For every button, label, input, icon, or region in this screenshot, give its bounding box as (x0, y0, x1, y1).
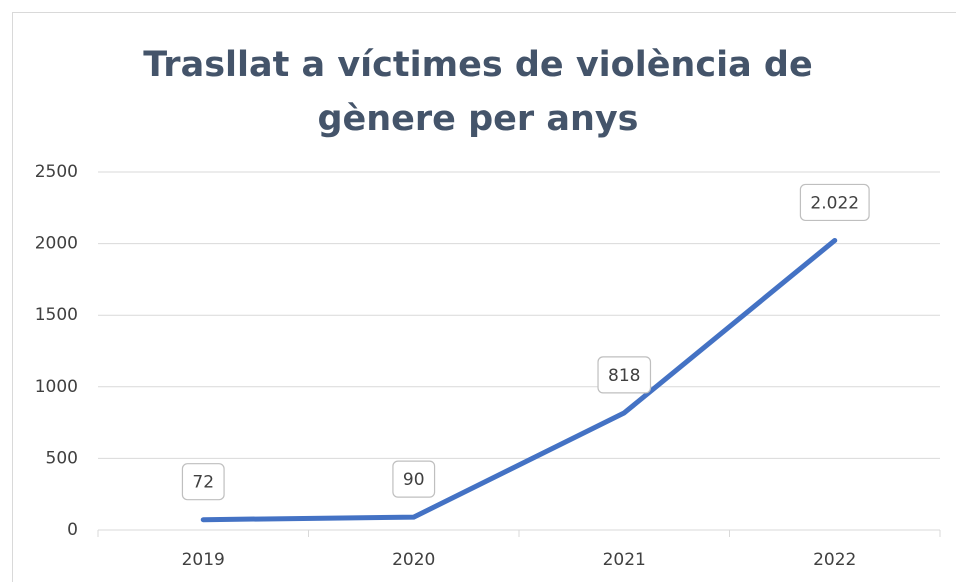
y-tick-label: 2500 (35, 162, 78, 182)
data-label: 72 (192, 473, 214, 493)
data-label: 2.022 (810, 193, 859, 213)
y-tick-label: 1500 (35, 305, 78, 325)
x-tick-label: 2019 (182, 550, 225, 570)
x-tick-label: 2021 (603, 550, 646, 570)
chart-border (12, 12, 956, 582)
data-label-box (392, 460, 436, 498)
y-tick-label: 1000 (35, 377, 78, 397)
y-tick-label: 0 (67, 520, 78, 540)
data-label-box (181, 463, 225, 501)
data-label-box (597, 356, 652, 394)
line-series (200, 237, 838, 523)
data-label: 818 (608, 366, 640, 386)
y-tick-label: 500 (46, 448, 78, 468)
data-label: 90 (403, 470, 425, 490)
y-tick-label: 2000 (35, 234, 78, 254)
x-tick-label: 2020 (392, 550, 435, 570)
x-tick-label: 2022 (813, 550, 856, 570)
data-label-box (799, 183, 870, 222)
chart-title: Trasllat a víctimes de violència de gène… (143, 45, 813, 139)
